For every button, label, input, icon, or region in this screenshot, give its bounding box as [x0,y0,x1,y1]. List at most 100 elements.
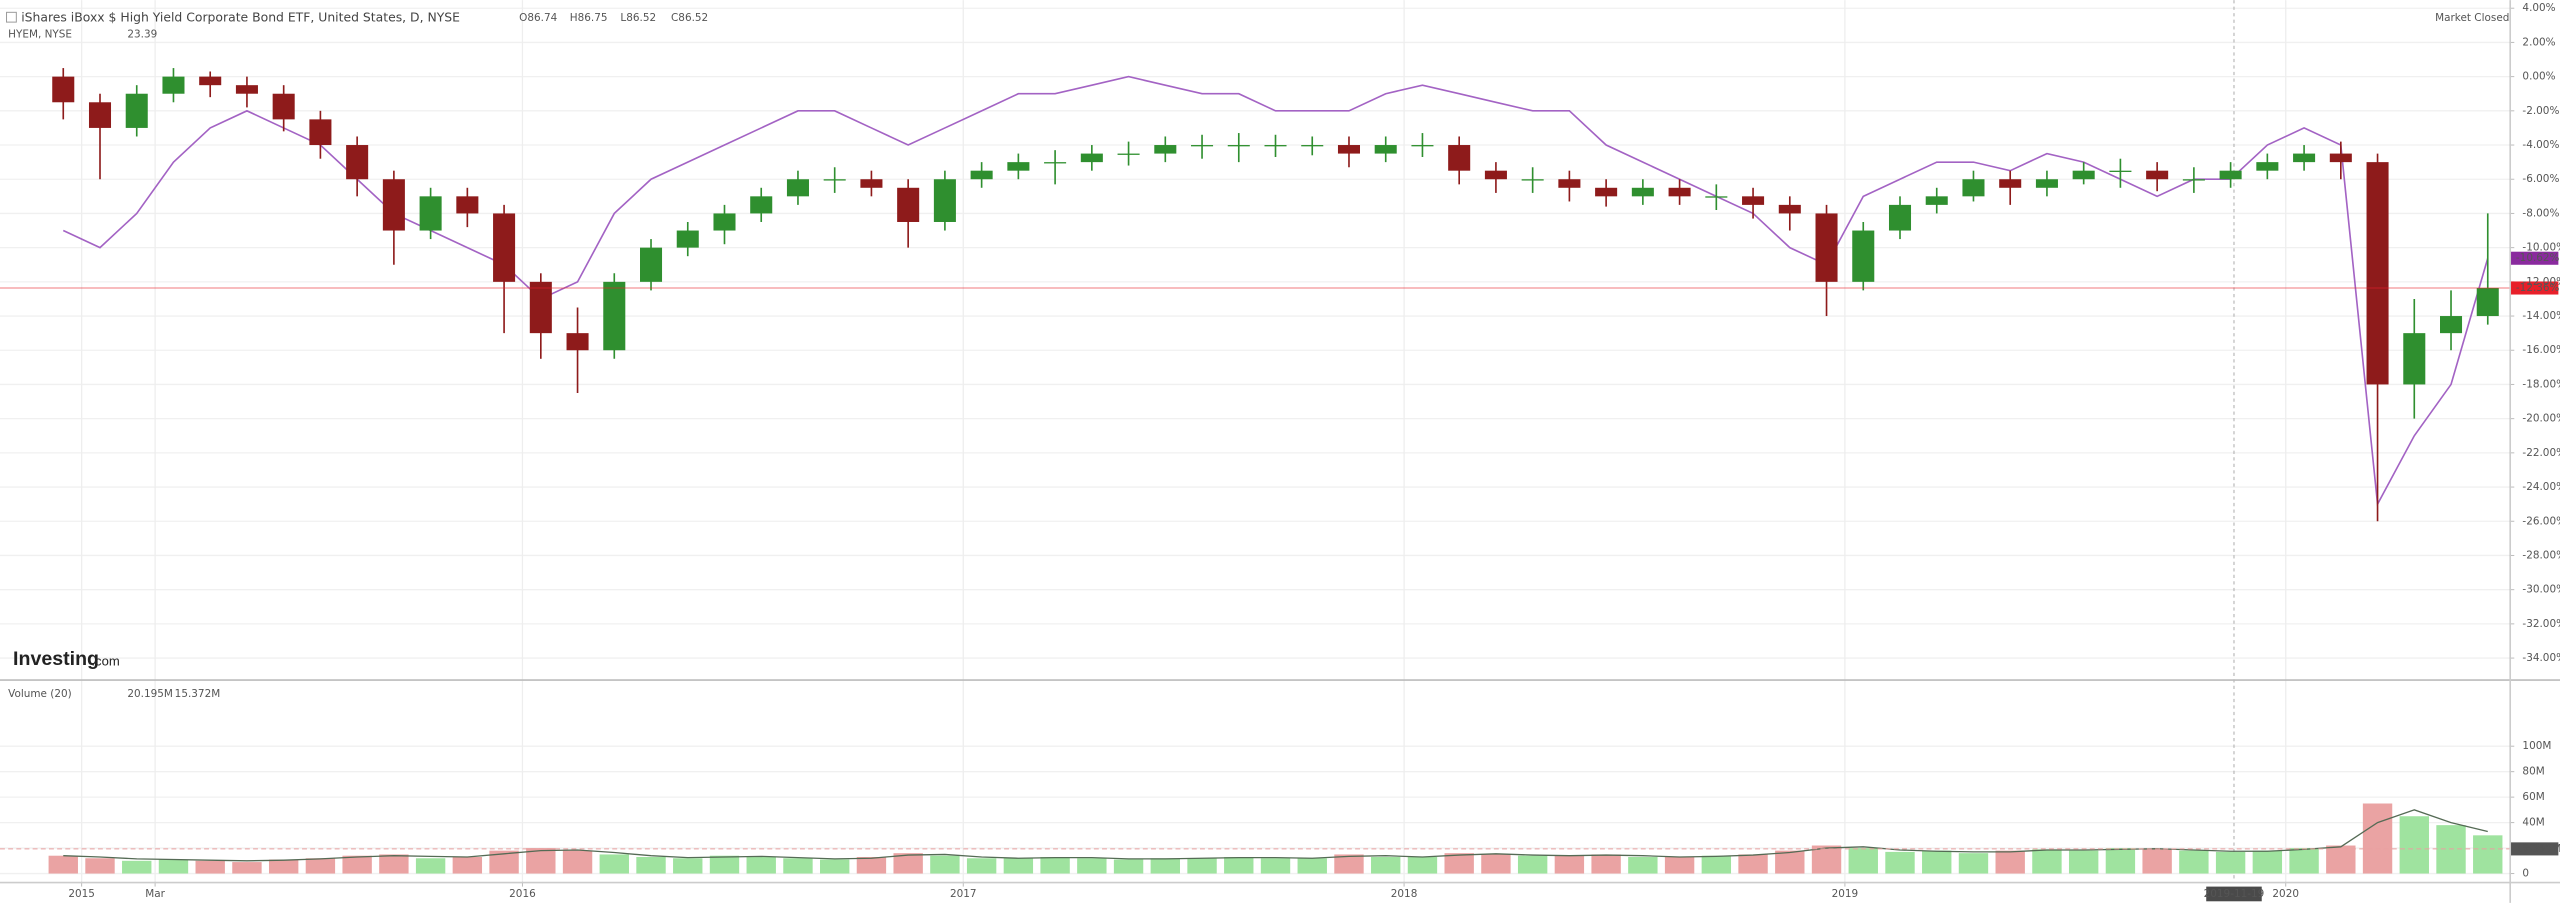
candle-body [1631,187,1654,197]
candle-body [1742,196,1765,205]
volume-bar [2068,850,2099,874]
candle-body [1558,179,1581,188]
y-tick-label: -2.00% [2522,105,2559,117]
ohlc-label: O86.74 [519,12,557,24]
y-tick-label: -34.00% [2522,652,2560,664]
volume-bar [342,855,372,874]
volume-bar [2142,849,2172,874]
volume-last-label: 19.355M [2516,843,2560,855]
volume-bar [1848,848,1878,874]
y-tick-label: 0 [2522,868,2529,880]
volume-bar [2289,848,2319,874]
x-tick-label: 2019 [1832,888,1859,900]
series-legend: HYEM, NYSE [8,28,72,40]
volume-bar [379,854,409,874]
y-tick-label: -4.00% [2522,139,2559,151]
y-tick-label: 2.00% [2522,36,2555,48]
y-tick-label: -18.00% [2522,378,2560,390]
crosshair-label: 2019-11-19 [2204,888,2265,900]
candle-body [456,196,479,214]
volume-last-badge [2511,842,2559,856]
candle-body [970,170,993,180]
volume-bar [1113,859,1144,874]
volume-bar [1922,850,1952,874]
volume-bar [856,856,887,874]
x-tick-label: 2017 [950,888,977,900]
candle-body [199,76,222,86]
x-tick-label: 2016 [509,888,536,900]
volume-ma-legend-value: 15.372M [175,688,221,700]
candle-body [2440,316,2463,334]
candle-body [676,230,699,248]
watermark-suffix: .com [91,654,119,669]
volume-bar [1040,856,1070,874]
candle-body [786,179,809,197]
y-tick-label: -10.00% [2522,242,2560,254]
candle-body [1705,196,1728,198]
y-tick-label: -20.00% [2522,413,2560,425]
y-tick-label: 20M [2522,842,2544,854]
volume-bar [2362,803,2393,874]
volume-bar [1811,845,1842,874]
candle-body [1852,230,1875,282]
candle-body [1778,204,1801,214]
candle-body [2035,179,2058,188]
y-tick-label: -26.00% [2522,515,2560,527]
volume-bar [820,859,850,874]
volume-bar [158,859,189,874]
volume-bar [2326,845,2356,874]
candle-body [750,196,773,214]
x-tick-label: 2018 [1391,888,1418,900]
candle-body [2366,162,2389,385]
volume-bar [2032,849,2062,874]
volume-legend: Volume (20) [8,688,72,700]
candle-body [1668,187,1691,197]
volume-bar [893,853,923,874]
marks [0,68,2559,874]
volume-bar [1958,853,1989,874]
candle-body [1595,187,1618,197]
candle-body [382,179,405,231]
volume-bar [1260,858,1291,874]
volume-bar [1334,854,1364,874]
volume-bar [1701,855,1732,874]
volume-bar [1444,853,1474,874]
ohlc-label: H86.75 [570,12,608,24]
candle-body [1962,179,1985,197]
volume-bar [1481,854,1511,874]
volume-bar [1077,858,1107,874]
volume-bar [636,856,666,874]
labels: iShares iBoxx $ High Yield Corporate Bon… [6,2,2560,902]
volume-bar [2399,816,2429,874]
y-tick-label: 0.00% [2522,71,2555,83]
candle-body [2219,170,2242,180]
last-value-label: -10.62% [2516,252,2560,264]
y-tick-label: 4.00% [2522,2,2555,14]
candle-body [529,281,552,334]
volume-bar [1775,850,1805,874]
volume-bar [452,856,483,874]
volume-bar [195,860,225,874]
volume-bar [1517,855,1548,874]
candle-body [1007,162,1030,171]
volume-bar [489,850,519,874]
candle-body [860,179,883,188]
volume-bar [673,858,703,874]
candle-body [603,281,626,351]
collapse-icon[interactable] [6,11,17,23]
candle-body [2403,333,2426,385]
last-price-badge [2511,281,2559,295]
candle-body [897,187,920,222]
volume-bar [599,854,629,874]
volume-bar [1297,858,1327,874]
volume-bar [526,848,556,874]
candle-body [52,76,75,103]
volume-legend-value: 20.195M [127,688,173,700]
crosshair-badge [2206,886,2262,902]
volume-bar [1371,856,1401,874]
candle-body [1337,145,1360,154]
candle-body [2329,153,2352,163]
candle-body [566,333,589,351]
ohlc-label: C86.52 [671,12,708,24]
